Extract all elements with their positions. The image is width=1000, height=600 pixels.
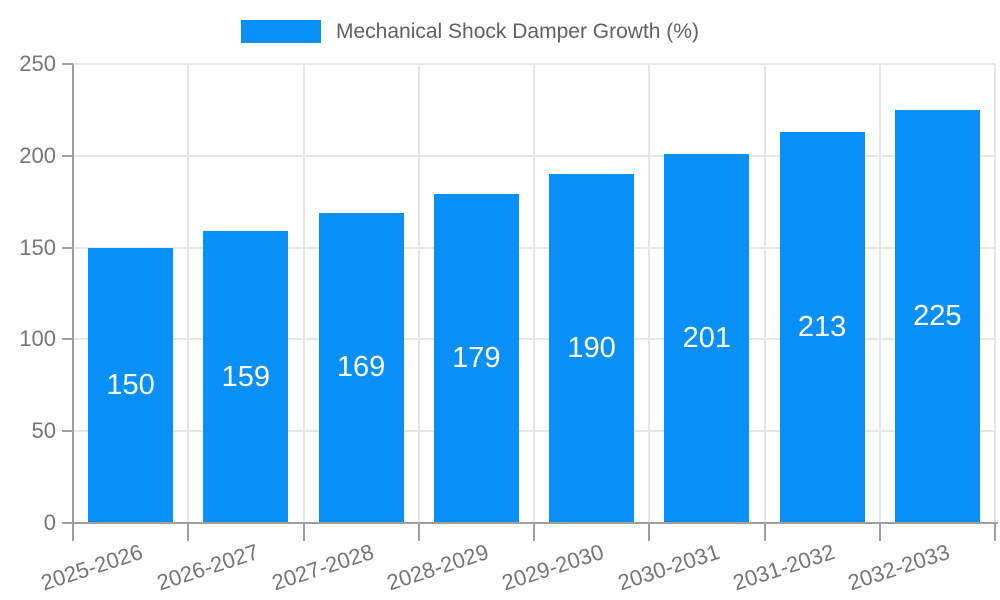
x-axis-category-label: 2030-2031 xyxy=(614,539,723,596)
x-axis-tick xyxy=(878,523,881,541)
x-axis-category-label: 2031-2032 xyxy=(729,539,838,596)
x-axis-tick xyxy=(994,523,996,541)
x-axis-tick xyxy=(187,523,190,541)
bar-value-label: 159 xyxy=(221,360,271,393)
bar: 201 xyxy=(664,153,750,523)
legend-label: Mechanical Shock Damper Growth (%) xyxy=(336,20,699,43)
y-axis-tick xyxy=(62,338,73,341)
x-gridline xyxy=(417,64,420,523)
x-gridline xyxy=(878,64,881,523)
y-axis-tick xyxy=(62,522,73,524)
y-axis-tick-label: 0 xyxy=(43,510,56,535)
bar: 150 xyxy=(88,247,174,523)
x-gridline xyxy=(994,64,996,523)
x-axis-tick xyxy=(417,523,420,541)
x-axis-tick xyxy=(648,523,651,541)
x-axis-line xyxy=(72,522,998,524)
x-axis-tick xyxy=(763,523,766,541)
bar: 179 xyxy=(433,194,519,523)
bar: 190 xyxy=(549,174,635,523)
x-axis-tick xyxy=(533,523,535,541)
x-gridline xyxy=(533,64,535,523)
x-gridline xyxy=(648,64,651,523)
y-axis-tick-label: 100 xyxy=(19,326,56,352)
y-axis-line xyxy=(72,64,74,523)
y-axis-tick xyxy=(62,246,73,249)
x-gridline xyxy=(302,64,305,523)
bar-value-label: 179 xyxy=(452,342,501,375)
x-gridline xyxy=(763,64,766,523)
bar: 169 xyxy=(318,212,404,523)
bar: 213 xyxy=(779,131,865,523)
bar-value-label: 150 xyxy=(106,368,155,401)
y-axis-tick xyxy=(62,63,73,65)
legend-swatch-icon xyxy=(241,20,321,43)
x-gridline xyxy=(187,64,190,523)
legend: Mechanical Shock Damper Growth (%) xyxy=(241,20,699,43)
x-axis-category-label: 2026-2027 xyxy=(153,539,262,596)
y-axis-tick-label: 150 xyxy=(19,234,56,260)
y-axis-tick-label: 200 xyxy=(19,142,56,168)
y-axis-tick xyxy=(62,154,73,157)
x-axis-tick xyxy=(72,523,74,541)
bar: 159 xyxy=(203,231,289,523)
bar-value-label: 225 xyxy=(913,299,962,332)
x-axis-tick xyxy=(302,523,305,541)
x-axis-category-label: 2027-2028 xyxy=(268,539,377,596)
bar: 225 xyxy=(894,109,980,523)
bar-value-label: 213 xyxy=(797,310,847,343)
x-axis-category-label: 2029-2030 xyxy=(499,539,608,596)
x-axis-category-label: 2025-2026 xyxy=(38,539,147,596)
bar-value-label: 201 xyxy=(682,321,732,354)
y-axis-tick-label: 250 xyxy=(19,51,56,76)
bar-value-label: 190 xyxy=(567,332,616,365)
x-axis-category-label: 2032-2033 xyxy=(844,539,953,596)
x-axis-category-label: 2028-2029 xyxy=(383,539,492,596)
y-axis-tick-label: 50 xyxy=(31,418,56,444)
bar-value-label: 169 xyxy=(336,351,386,384)
y-axis-tick xyxy=(62,430,73,433)
